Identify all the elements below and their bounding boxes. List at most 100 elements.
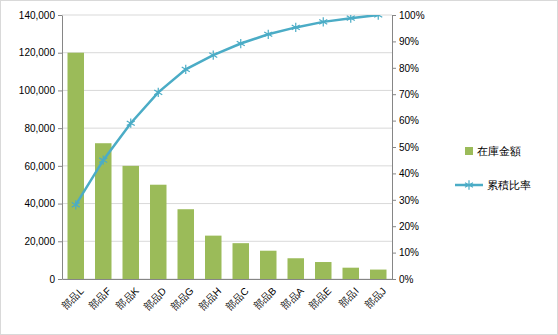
tick: 30% bbox=[392, 195, 419, 206]
grid-line bbox=[62, 128, 392, 129]
tick-mark bbox=[58, 15, 62, 16]
tick: 部品I bbox=[337, 279, 361, 309]
tick-label: 90% bbox=[399, 36, 419, 47]
tick-mark bbox=[58, 279, 62, 280]
tick-mark bbox=[392, 121, 396, 122]
y-axis: 0 20,000 40,000 60,000 80,000 100,000 120,000 1… bbox=[19, 10, 63, 285]
bar bbox=[68, 53, 85, 279]
tick-label: 部品H bbox=[196, 285, 223, 312]
tick-label: 80,000 bbox=[24, 123, 55, 134]
tick-label: 部品B bbox=[252, 285, 279, 312]
tick-mark bbox=[392, 68, 396, 69]
tick-label: 部品A bbox=[279, 285, 306, 312]
grid-line bbox=[62, 52, 392, 53]
chart: 0 20,000 40,000 60,000 80,000 100,000 120,000 1… bbox=[0, 0, 558, 335]
tick-mark bbox=[392, 253, 396, 254]
tick-label: 70% bbox=[399, 89, 419, 100]
tick-mark bbox=[58, 53, 62, 54]
plot: 0 20,000 40,000 60,000 80,000 100,000 120,000 1… bbox=[19, 10, 425, 313]
tick-label: 部品I bbox=[337, 285, 361, 309]
marker bbox=[347, 15, 355, 23]
bar bbox=[260, 251, 277, 279]
bar bbox=[123, 166, 140, 279]
tick-label: 部品E bbox=[307, 285, 334, 312]
tick-label: 部品K bbox=[114, 285, 141, 312]
tick: 10% bbox=[392, 247, 419, 258]
tick-label: 80% bbox=[399, 63, 419, 74]
tick-mark bbox=[392, 226, 396, 227]
tick-label: 50% bbox=[399, 142, 419, 153]
tick-label: 部品D bbox=[141, 285, 168, 312]
tick: 80% bbox=[392, 63, 419, 74]
tick-mark bbox=[392, 15, 396, 16]
tick-label: 部品G bbox=[168, 285, 196, 313]
bar bbox=[315, 262, 332, 279]
tick: 0% bbox=[392, 274, 414, 285]
bar bbox=[370, 270, 387, 279]
legend-swatch bbox=[465, 147, 473, 155]
axis-line bbox=[63, 279, 393, 280]
tick: 120,000 bbox=[19, 47, 62, 58]
tick-label: 40% bbox=[399, 168, 419, 179]
y2-axis: 0% 10% 20% 30% 40% 50% 60% 70% 80% 90% 100% bbox=[392, 10, 425, 285]
bar bbox=[233, 243, 250, 279]
tick-mark bbox=[392, 173, 396, 174]
grid-line bbox=[62, 15, 392, 16]
axis-line bbox=[62, 16, 63, 280]
tick-label: 60% bbox=[399, 115, 419, 126]
bar bbox=[288, 258, 305, 279]
tick-label: 100,000 bbox=[19, 85, 56, 96]
tick: 部品A bbox=[279, 279, 306, 312]
marker bbox=[72, 200, 80, 209]
tick-mark bbox=[58, 166, 62, 167]
marker bbox=[99, 156, 107, 165]
bar bbox=[95, 143, 112, 279]
marker bbox=[209, 50, 217, 59]
marker bbox=[264, 30, 272, 39]
marker bbox=[374, 15, 382, 20]
bar bbox=[205, 236, 222, 279]
tick-mark bbox=[58, 241, 62, 242]
legend: 在庫金額累積比率 bbox=[455, 145, 531, 192]
marks bbox=[68, 15, 387, 279]
markers bbox=[72, 15, 383, 209]
tick-label: 30% bbox=[399, 195, 419, 206]
legend-label: 在庫金額 bbox=[477, 145, 521, 158]
tick: 部品E bbox=[307, 279, 334, 312]
tick-mark bbox=[58, 128, 62, 129]
tick-mark bbox=[392, 41, 396, 42]
tick: 70% bbox=[392, 89, 419, 100]
tick: 40,000 bbox=[24, 198, 62, 209]
marker bbox=[292, 23, 300, 32]
marker bbox=[154, 88, 162, 97]
tick: 100,000 bbox=[19, 85, 62, 96]
tick-mark bbox=[392, 200, 396, 201]
chart-border bbox=[1, 1, 558, 335]
bar-series bbox=[68, 53, 387, 279]
tick: 60% bbox=[392, 115, 419, 126]
bar bbox=[343, 268, 360, 279]
line bbox=[76, 15, 379, 205]
bar bbox=[150, 185, 167, 279]
tick-label: 20,000 bbox=[24, 236, 55, 247]
tick-label: 140,000 bbox=[19, 10, 56, 21]
tick-label: 10% bbox=[399, 247, 419, 258]
tick: 100% bbox=[392, 10, 425, 21]
tick-label: 部品J bbox=[363, 285, 388, 310]
tick: 部品F bbox=[87, 279, 113, 311]
tick: 40% bbox=[392, 168, 419, 179]
tick-label: 0 bbox=[49, 274, 55, 285]
tick: 20,000 bbox=[24, 236, 62, 247]
tick-mark bbox=[58, 90, 62, 91]
legend-label: 累積比率 bbox=[487, 179, 531, 192]
grid-line bbox=[62, 90, 392, 91]
tick: 部品B bbox=[252, 279, 279, 312]
tick-label: 20% bbox=[399, 221, 419, 232]
x-axis: 部品L部品F部品K部品D部品G部品H部品C部品B部品A部品E部品I部品J bbox=[60, 279, 393, 313]
tick: 140,000 bbox=[19, 10, 62, 21]
tick-label: 120,000 bbox=[19, 47, 56, 58]
tick-mark bbox=[392, 94, 396, 95]
tick: 0 bbox=[49, 274, 62, 285]
tick: 60,000 bbox=[24, 161, 62, 172]
tick: 部品G bbox=[168, 279, 196, 313]
